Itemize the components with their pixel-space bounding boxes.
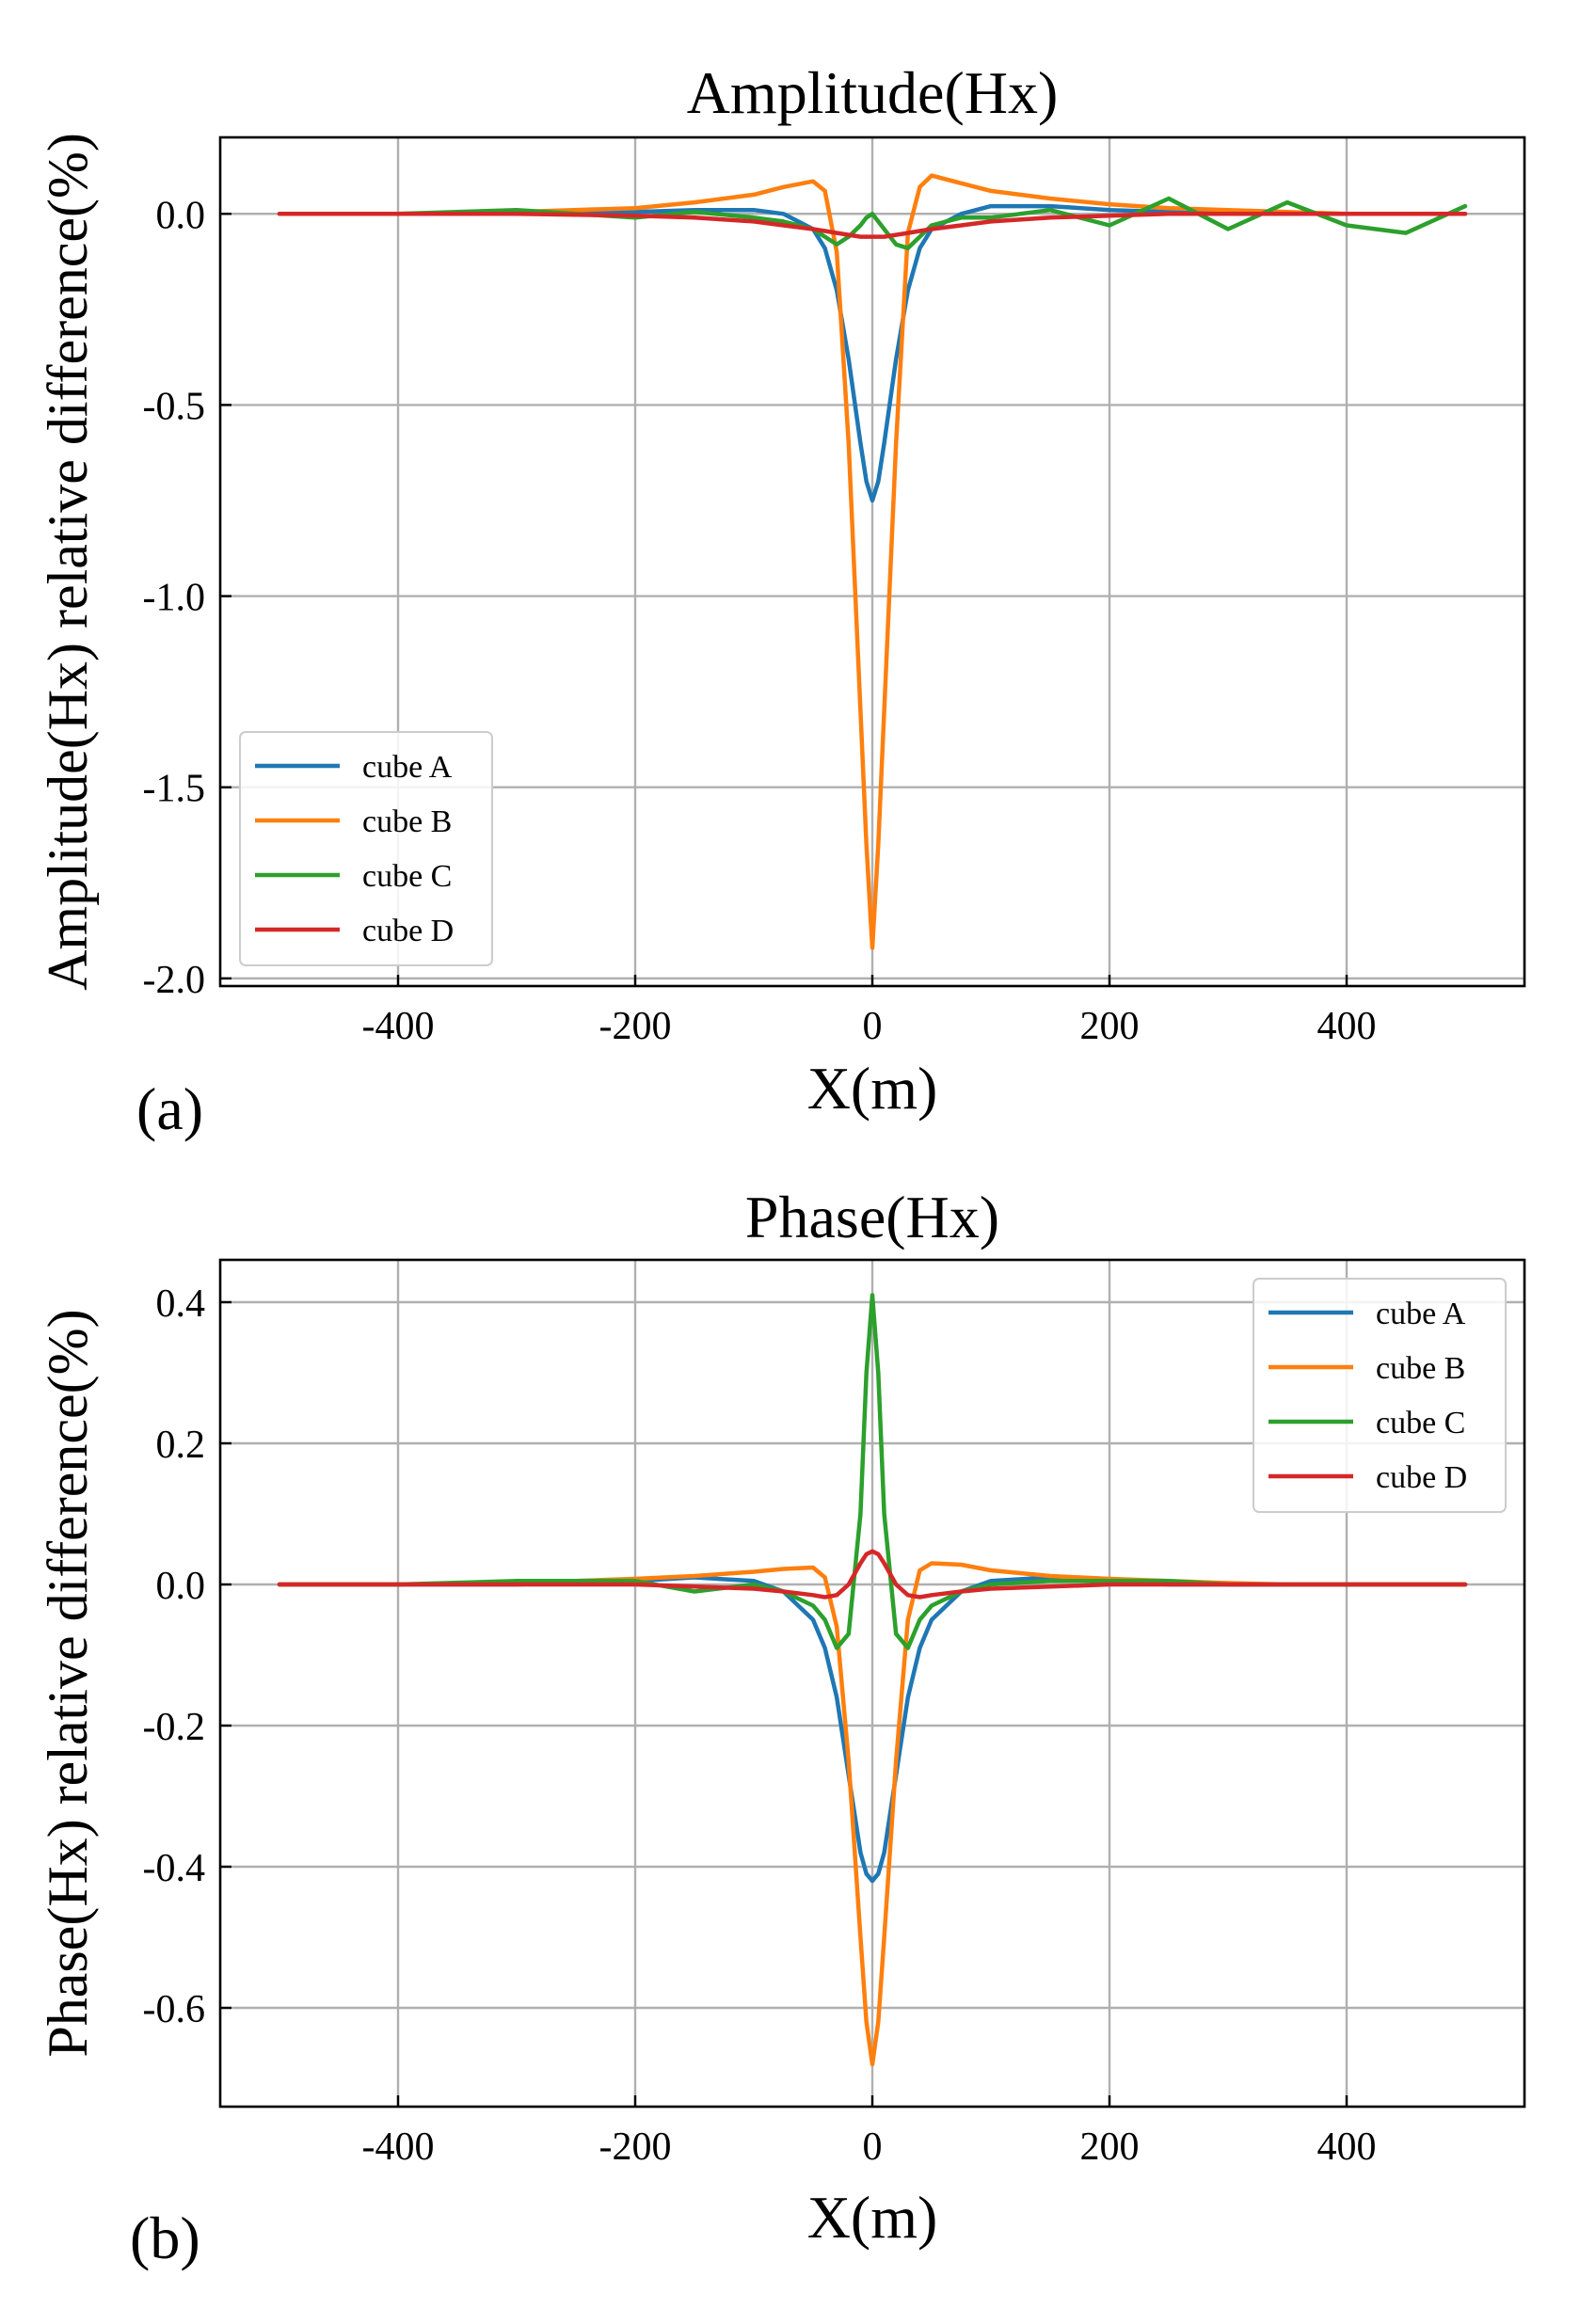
- panel-a-x-tick-label: 0: [863, 1005, 883, 1048]
- panel-a-y-tick-label: -0.5: [143, 385, 206, 428]
- panel-a-y-tick-label: -2.0: [143, 959, 206, 1002]
- panel-a-series-cube-d: [277, 212, 1468, 239]
- panel-b-y-tick-label: -0.6: [143, 1988, 206, 2031]
- panel-a-legend-box: [239, 731, 493, 966]
- panel-a-y-axis-label: Amplitude(Hx) relative difference(%): [37, 133, 99, 991]
- panel-a-legend: cube A cube B cube C cube D: [239, 731, 493, 966]
- panel-a: -400 -200 0 200 400 0.0 -0.5 -1.0 -1.5 -2.0 Ampli…: [37, 59, 1526, 1142]
- panel-b-x-tick-label: 400: [1317, 2125, 1377, 2169]
- panel-a-legend-label-cube-c: cube C: [362, 859, 452, 894]
- panel-a-series-cube-b: [277, 173, 1468, 950]
- panel-b-y-tick-label: 0.4: [156, 1282, 206, 1326]
- panel-b-x-tick-label: 200: [1080, 2125, 1140, 2169]
- panel-b-y-tick-label: -0.2: [143, 1706, 206, 1749]
- panel-a-y-tick-label: 0.0: [156, 194, 206, 237]
- panel-a-ticks: -400 -200 0 200 400 0.0 -0.5 -1.0 -1.5 -2.0: [143, 194, 1377, 1048]
- panel-b-ticks: -400 -200 0 200 400 0.4 0.2 0.0 -0.2 -0.4 -0.6: [143, 1282, 1377, 2169]
- panel-b-title: Phase(Hx): [745, 1184, 999, 1250]
- panel-a-tag: (a): [136, 1075, 203, 1142]
- panel-b-legend-label-cube-b: cube B: [1376, 1351, 1465, 1386]
- panel-b-x-axis-label: X(m): [807, 2184, 938, 2251]
- panel-b-series-cube-d: [277, 1549, 1468, 1600]
- panel-a-x-axis-label: X(m): [807, 1055, 938, 1122]
- panel-b-tag: (b): [130, 2205, 200, 2271]
- panel-b-y-tick-label: 0.2: [156, 1424, 206, 1467]
- panel-a-x-tick-label: 400: [1317, 1005, 1377, 1048]
- panel-b-series-cube-c: [277, 1293, 1468, 1650]
- panel-a-x-tick-label: -400: [362, 1005, 435, 1048]
- panel-b-series: [277, 1293, 1468, 2067]
- panel-a-x-tick-label: 200: [1080, 1005, 1140, 1048]
- panel-a-legend-label-cube-b: cube B: [362, 804, 452, 839]
- panel-a-y-tick-label: -1.0: [143, 577, 206, 620]
- panel-a-x-tick-label: -200: [599, 1005, 672, 1048]
- panel-a-legend-label-cube-a: cube A: [362, 750, 453, 785]
- panel-b-x-tick-label: -400: [362, 2125, 435, 2169]
- panel-a-series: [277, 173, 1468, 950]
- panel-b: -400 -200 0 200 400 0.4 0.2 0.0 -0.2 -0.4 -0.6 Pha…: [37, 1184, 1526, 2271]
- panel-b-legend-label-cube-d: cube D: [1376, 1460, 1467, 1495]
- panel-b-legend-label-cube-a: cube A: [1376, 1297, 1466, 1331]
- panel-b-y-tick-label: 0.0: [156, 1565, 206, 1608]
- panel-b-legend: cube A cube B cube C cube D: [1253, 1278, 1507, 1513]
- panel-b-legend-box: [1253, 1278, 1507, 1513]
- panel-b-x-tick-label: -200: [599, 2125, 672, 2169]
- panel-a-legend-label-cube-d: cube D: [362, 914, 454, 948]
- panel-b-y-axis-label: Phase(Hx) relative difference(%): [37, 1309, 99, 2057]
- panel-b-y-tick-label: -0.4: [143, 1847, 206, 1890]
- panel-a-series-cube-c: [277, 196, 1468, 251]
- panel-b-x-tick-label: 0: [863, 2125, 883, 2169]
- panel-a-title: Amplitude(Hx): [687, 59, 1059, 126]
- panel-a-y-tick-label: -1.5: [143, 768, 206, 811]
- panel-b-legend-label-cube-c: cube C: [1376, 1406, 1465, 1441]
